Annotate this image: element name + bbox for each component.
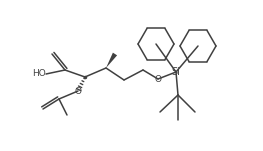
Text: HO: HO	[32, 69, 46, 79]
Polygon shape	[106, 53, 117, 68]
Text: Si: Si	[171, 67, 180, 77]
Text: O: O	[74, 87, 82, 95]
Text: O: O	[154, 74, 161, 84]
